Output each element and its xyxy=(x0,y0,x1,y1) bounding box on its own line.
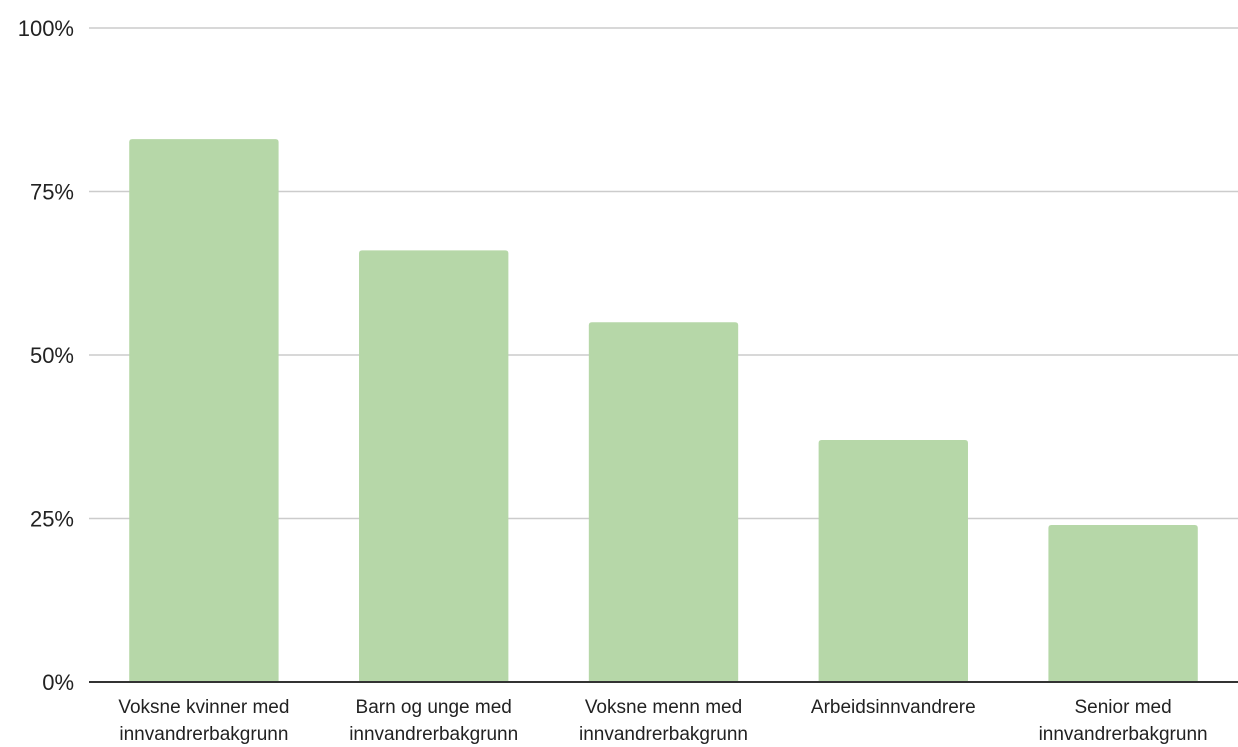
bar xyxy=(1048,525,1197,682)
bar xyxy=(359,250,508,682)
bars xyxy=(129,139,1198,682)
x-tick-label-line: innvandrerbakgrunn xyxy=(349,724,518,745)
x-tick-label-line: Senior med xyxy=(1075,697,1172,718)
x-tick-label-line: Voksne kvinner med xyxy=(118,697,289,718)
y-axis-tick-labels: 0% 25% 50% 75% 100% xyxy=(18,16,74,695)
x-tick-label-line: innvandrerbakgrunn xyxy=(579,724,748,745)
x-tick-label: Arbeidsinnvandrere xyxy=(811,697,976,718)
x-tick-label-line: innvandrerbakgrunn xyxy=(119,724,288,745)
y-tick-label: 100% xyxy=(18,16,74,41)
x-tick-label: Voksne kvinner med innvandrerbakgrunn xyxy=(118,697,289,745)
y-tick-label: 0% xyxy=(42,670,74,695)
y-tick-label: 75% xyxy=(30,180,74,205)
y-tick-label: 50% xyxy=(30,343,74,368)
x-tick-label: Voksne menn med innvandrerbakgrunn xyxy=(579,697,748,745)
x-tick-label-line: Arbeidsinnvandrere xyxy=(811,697,976,718)
x-tick-label: Senior med innvandrerbakgrunn xyxy=(1039,697,1208,745)
y-tick-label: 25% xyxy=(30,507,74,532)
x-tick-label-line: innvandrerbakgrunn xyxy=(1039,724,1208,745)
x-tick-label-line: Voksne menn med xyxy=(585,697,742,718)
bar xyxy=(819,440,968,682)
bar xyxy=(589,322,738,682)
bar xyxy=(129,139,278,682)
x-axis-category-labels: Voksne kvinner med innvandrerbakgrunnBarn… xyxy=(118,697,1207,745)
x-tick-label: Barn og unge med innvandrerbakgrunn xyxy=(349,697,518,745)
x-tick-label-line: Barn og unge med xyxy=(356,697,512,718)
